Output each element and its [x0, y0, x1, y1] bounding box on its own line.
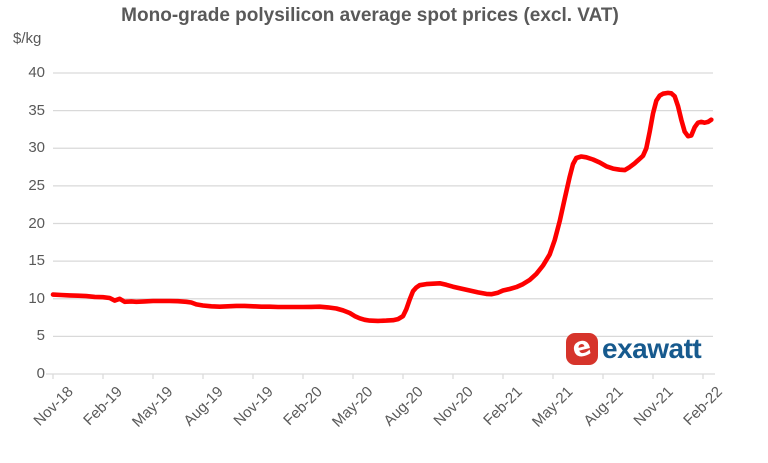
y-tick-label-20: 20: [28, 214, 45, 232]
exawatt-logo-text: exawatt: [602, 333, 702, 364]
y-tick-label-5: 5: [36, 327, 45, 345]
y-tick-label-30: 30: [28, 139, 45, 157]
y-tick-label-25: 25: [28, 176, 45, 194]
price-line: [50, 90, 714, 324]
chart-title: Mono-grade polysilicon average spot pric…: [121, 5, 619, 26]
y-tick-label-0: 0: [36, 365, 45, 382]
y-axis-unit-label: $/kg: [13, 30, 42, 47]
exawatt-e-letter: e: [568, 329, 595, 365]
y-tick-label-10: 10: [28, 289, 45, 307]
exawatt-logo: e exawatt: [566, 329, 702, 365]
y-tick-label-35: 35: [28, 101, 45, 119]
exawatt-logo-icon: e: [566, 329, 598, 365]
y-tick-label-15: 15: [28, 252, 45, 270]
y-tick-label-40: 40: [28, 64, 45, 81]
